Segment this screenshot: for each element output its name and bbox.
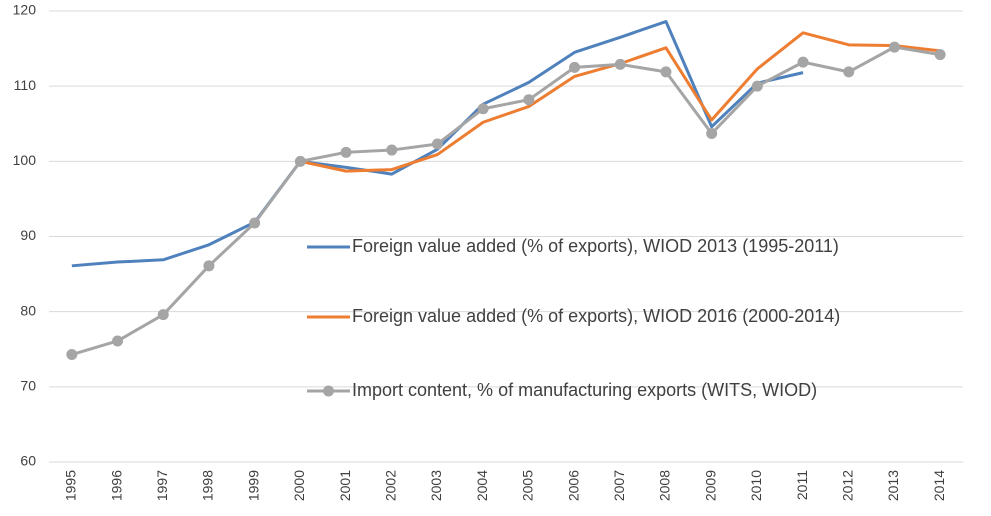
y-tick-label: 80 — [20, 302, 36, 318]
point-marker — [934, 49, 946, 61]
y-tick-label: 100 — [13, 152, 37, 168]
point-marker — [706, 128, 718, 140]
x-tick-label: 2004 — [474, 470, 490, 501]
point-marker — [569, 61, 581, 73]
x-tick-label: 1999 — [245, 470, 261, 501]
x-tick-label: 2014 — [931, 470, 947, 501]
x-tick-label: 2002 — [382, 470, 398, 501]
point-marker — [157, 309, 169, 321]
x-tick-label: 2005 — [520, 470, 536, 501]
point-marker — [660, 66, 672, 78]
y-tick-label: 70 — [20, 378, 36, 394]
x-tick-label: 1997 — [154, 470, 170, 501]
x-tick-label: 2007 — [611, 470, 627, 501]
legend-label: Foreign value added (% of exports), WIOD… — [352, 306, 840, 326]
x-tick-label: 2006 — [565, 470, 581, 501]
point-marker — [751, 80, 763, 92]
legend-label: Import content, % of manufacturing expor… — [352, 380, 817, 400]
x-tick-label: 1998 — [200, 470, 216, 501]
x-tick-label: 2012 — [839, 470, 855, 501]
legend-marker — [323, 385, 334, 397]
x-tick-label: 2003 — [428, 470, 444, 501]
x-tick-label: 2011 — [794, 470, 810, 500]
point-marker — [340, 146, 352, 158]
point-marker — [66, 349, 78, 361]
point-marker — [386, 144, 398, 156]
x-tick-label: 1996 — [108, 470, 124, 501]
x-tick-label: 2000 — [291, 470, 307, 501]
point-marker — [888, 41, 900, 53]
x-tick-label: 2008 — [657, 470, 673, 501]
point-marker — [477, 103, 489, 115]
legend-label: Foreign value added (% of exports), WIOD… — [352, 236, 839, 256]
point-marker — [249, 217, 261, 229]
y-tick-label: 90 — [20, 227, 36, 243]
point-marker — [112, 335, 124, 347]
x-tick-label: 2010 — [748, 470, 764, 501]
x-tick-label: 2009 — [702, 470, 718, 501]
y-tick-label: 120 — [13, 2, 37, 18]
point-marker — [614, 58, 626, 70]
point-marker — [523, 94, 535, 106]
point-marker — [431, 138, 443, 150]
x-tick-label: 1995 — [63, 470, 79, 501]
point-marker — [294, 155, 306, 167]
y-tick-label: 110 — [14, 77, 37, 93]
x-tick-label: 2001 — [337, 470, 353, 501]
y-tick-label: 60 — [20, 453, 36, 469]
point-marker — [843, 66, 855, 78]
point-marker — [203, 260, 215, 272]
series-line — [71, 45, 941, 356]
x-tick-label: 2013 — [885, 470, 901, 501]
point-marker — [797, 56, 809, 68]
